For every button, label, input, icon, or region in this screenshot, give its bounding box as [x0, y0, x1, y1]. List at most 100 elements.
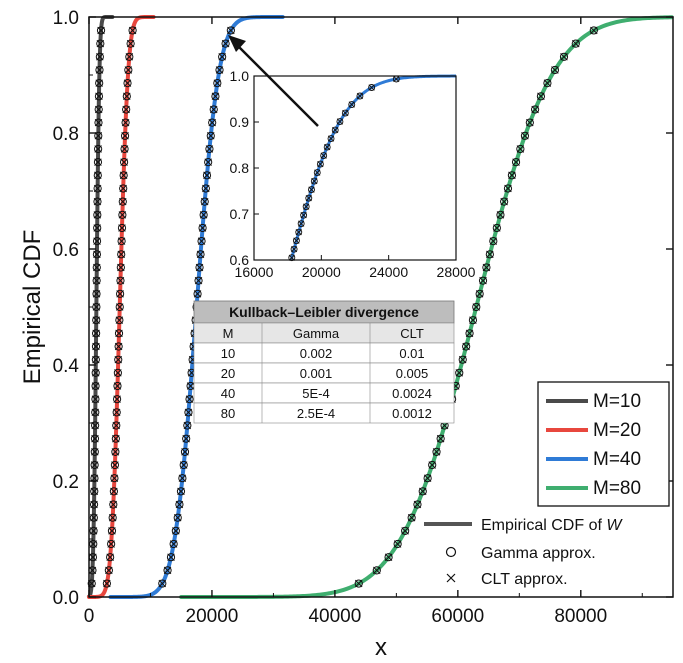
clt-marker-m80 — [373, 566, 381, 575]
gamma-marker-m80 — [525, 118, 534, 127]
inset-gamma-marker — [313, 169, 321, 177]
clt-marker-m80 — [521, 132, 529, 140]
clt-marker-m10 — [90, 500, 98, 509]
gamma-marker-m10 — [91, 381, 100, 391]
kl-table-body: M Gamma CLT 10 0.002 0.01 20 0.001 0.005 40 5E-4 0.… — [193, 323, 455, 424]
clt-marker-m40 — [204, 158, 212, 166]
clt-marker-m80 — [512, 158, 520, 166]
gamma-marker-m80 — [475, 289, 484, 298]
clt-marker-m10 — [94, 145, 102, 153]
clt-marker-m20 — [123, 92, 131, 101]
clt-marker-m10 — [92, 329, 100, 338]
clt-marker-m40 — [227, 26, 235, 35]
clt-marker-m20 — [105, 566, 113, 575]
clt-marker-m20 — [106, 553, 114, 561]
gamma-marker-m80 — [485, 250, 494, 259]
clt-marker-m10 — [94, 171, 102, 180]
gamma-marker-m40 — [173, 513, 182, 522]
inset-x-tick-label: 20000 — [302, 264, 341, 280]
gamma-marker-m10 — [92, 237, 102, 246]
gamma-marker-m40 — [226, 26, 235, 35]
clt-marker-m40 — [198, 224, 207, 232]
clt-marker-m40 — [211, 92, 220, 101]
inset-clt-marker — [342, 109, 349, 117]
clt-marker-m80 — [401, 527, 409, 535]
gamma-marker-m20 — [113, 381, 122, 391]
gamma-marker-m80 — [432, 447, 441, 456]
gamma-marker-m20 — [119, 184, 128, 193]
clt-marker-m20 — [119, 184, 127, 193]
gamma-marker-m20 — [117, 223, 127, 233]
gamma-marker-m10 — [95, 79, 104, 88]
clt-marker-m80 — [508, 171, 516, 180]
clt-marker-m20 — [113, 382, 122, 390]
kl-table-title: Kullback–Leibler divergence — [229, 304, 419, 320]
clt-marker-m80 — [458, 355, 467, 364]
inset-clt-marker — [327, 135, 335, 142]
clt-marker-m20 — [112, 408, 121, 417]
clt-marker-m20 — [115, 329, 123, 338]
gamma-marker-m20 — [123, 79, 132, 88]
kl-table-cell: 0.0012 — [392, 406, 432, 421]
clt-marker-m40 — [183, 421, 192, 430]
gamma-marker-m40 — [208, 118, 217, 127]
gamma-marker-m80 — [372, 566, 381, 575]
inset-clt-marker — [303, 203, 310, 210]
kl-table-cell: 5E-4 — [302, 386, 329, 401]
gamma-marker-m10 — [90, 447, 99, 456]
gamma-marker-m80 — [489, 237, 498, 246]
gamma-marker-m40 — [185, 395, 194, 404]
gamma-marker-m40 — [205, 144, 214, 154]
clt-marker-m40 — [196, 250, 205, 259]
gamma-marker-m10 — [92, 250, 102, 259]
gamma-marker-m80 — [393, 539, 402, 549]
gamma-marker-m40 — [194, 276, 203, 285]
gamma-marker-m10 — [92, 289, 101, 298]
gamma-marker-m80 — [589, 26, 598, 35]
gamma-marker-m80 — [468, 316, 478, 325]
clt-marker-m20 — [114, 342, 123, 351]
gamma-marker-m20 — [118, 197, 127, 206]
gamma-marker-m40 — [171, 526, 180, 535]
gamma-marker-m80 — [413, 500, 422, 509]
inset-clt-marker — [336, 118, 344, 125]
clt-marker-m10 — [92, 342, 100, 351]
clt-marker-m20 — [120, 145, 129, 153]
gamma-marker-m20 — [128, 26, 137, 35]
clt-marker-m40 — [194, 276, 203, 285]
clt-marker-m80 — [472, 303, 481, 311]
kl-table-header-cell: M — [223, 326, 234, 341]
inset-gamma-marker — [297, 220, 305, 228]
gamma-marker-m40 — [196, 250, 205, 259]
gamma-marker-m10 — [87, 579, 96, 588]
gamma-marker-m80 — [436, 434, 445, 443]
clt-marker-m80 — [531, 105, 539, 114]
gamma-marker-m20 — [122, 105, 131, 114]
gamma-marker-m40 — [211, 92, 220, 101]
gamma-marker-m80 — [500, 197, 509, 206]
inset-clt-marker — [317, 160, 324, 168]
inset-clt-marker — [290, 246, 298, 253]
clt-marker-m80 — [496, 211, 505, 219]
gamma-marker-m40 — [178, 474, 187, 483]
inset-gamma-marker — [327, 135, 335, 143]
clt-marker-m40 — [208, 118, 216, 127]
gamma-marker-m80 — [496, 210, 505, 219]
clt-marker-m10 — [95, 66, 104, 74]
clt-marker-m80 — [537, 92, 545, 101]
inset-gamma-marker — [331, 126, 339, 134]
clt-marker-m10 — [92, 316, 100, 324]
clt-marker-m80 — [482, 263, 491, 272]
inset-background — [254, 76, 456, 260]
clt-marker-m20 — [108, 527, 116, 535]
gamma-marker-m10 — [95, 65, 104, 75]
gamma-marker-m80 — [516, 144, 525, 154]
kl-table-cell: 10 — [221, 346, 235, 361]
clt-marker-m20 — [111, 461, 119, 469]
clt-marker-m10 — [94, 132, 103, 140]
clt-marker-m40 — [172, 527, 180, 535]
inset-gamma-marker — [292, 237, 300, 245]
gamma-marker-m20 — [121, 118, 130, 127]
gamma-marker-m40 — [158, 579, 167, 588]
clt-marker-m20 — [113, 395, 121, 403]
